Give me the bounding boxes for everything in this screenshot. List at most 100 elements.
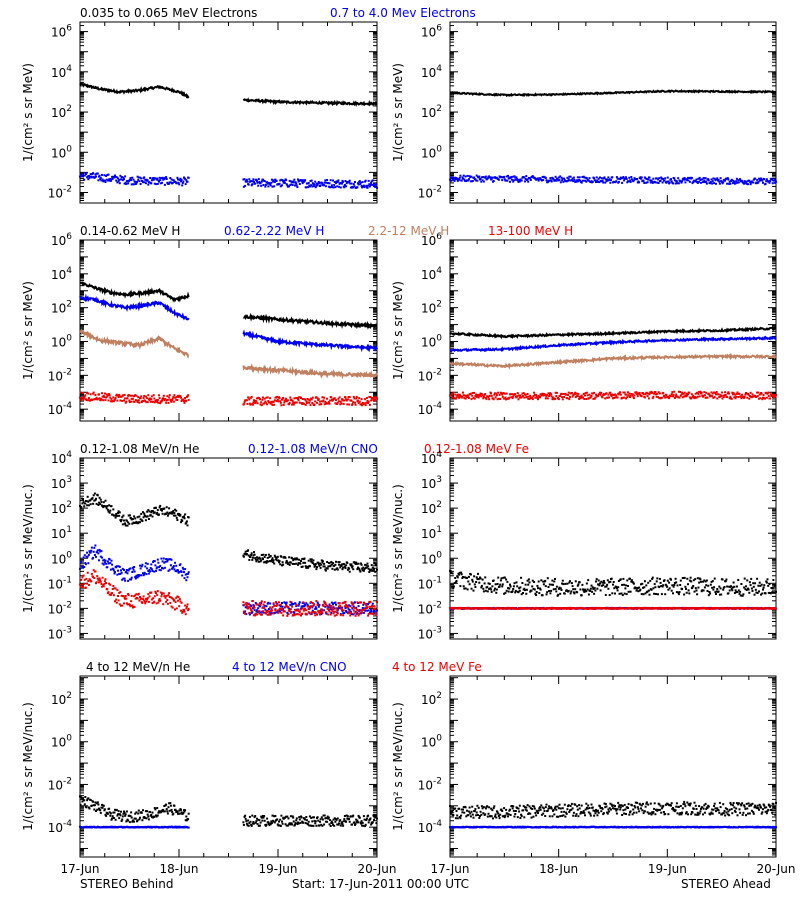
data-point [81,397,84,400]
data-point [127,593,130,595]
data-point [557,396,560,399]
data-point [326,604,329,607]
data-point [656,392,659,395]
data-point [694,395,697,398]
legend-label: 13-100 MeV H [488,224,573,238]
data-point [732,182,734,185]
data-point [615,176,618,179]
data-point [310,179,313,182]
data-point [610,577,613,580]
data-point [177,178,179,181]
data-point [125,400,128,403]
data-point [569,175,572,178]
data-point [500,392,503,395]
data-point [174,608,176,611]
legend-label: 0.62-2.22 MeV H [224,224,324,238]
data-point [101,505,104,507]
data-point [91,398,94,401]
data-point [278,560,281,563]
data-point [296,186,299,189]
data-point [595,176,598,179]
data-point [593,587,596,590]
data-point [119,591,122,594]
data-point [285,601,288,604]
data-point [519,394,522,397]
data-point [467,394,470,397]
data-point [503,392,506,395]
data-point [253,606,256,609]
data-point [361,607,364,609]
data-point [723,586,726,588]
data-point [593,177,596,180]
data-point [708,393,711,396]
data-point [95,502,98,505]
data-point [524,583,527,586]
data-point [137,396,140,399]
data-point [131,397,134,400]
data-point [313,603,315,606]
data-point [608,396,611,399]
data-point [727,178,730,181]
data-point [535,395,538,398]
data-point [585,582,588,585]
data-point [298,179,301,182]
data-point [252,554,255,557]
data-point [114,600,116,603]
data-point [567,391,570,394]
data-point [301,182,304,185]
data-point [773,591,775,594]
data-point [604,594,607,596]
data-point [563,177,566,180]
data-point [535,591,538,593]
data-point [663,579,666,582]
data-point [338,602,341,605]
data-point [658,392,661,395]
data-point [699,578,702,581]
data-point [583,398,586,400]
data-point [140,512,143,515]
data-point [565,393,568,396]
data-point [297,604,300,607]
data-point [501,393,504,396]
data-point [315,396,318,399]
data-point [546,397,549,400]
data-point [758,590,760,593]
data-point [482,587,485,590]
data-point [454,176,457,179]
data-point [115,176,118,179]
data-point [467,397,470,399]
data-point [582,392,585,395]
data-point [539,588,542,591]
data-point [550,395,553,398]
data-point [332,607,334,610]
data-point [266,613,269,616]
data-point [80,560,83,563]
data-point [325,612,328,615]
data-point [726,396,729,399]
data-point [105,562,108,565]
data-point [155,183,157,186]
data-point [187,176,190,179]
data-point [92,556,95,559]
data-point [317,611,320,614]
data-point [612,397,614,400]
data-point [759,397,762,400]
data-point [173,568,176,571]
data-point [108,504,111,507]
data-point [582,589,585,592]
data-point [527,395,530,398]
data-point [131,571,134,573]
data-point [158,513,160,516]
data-point [694,578,697,581]
y-axis-label: 1/(cm² s sr MeV/nuc.) [21,484,35,613]
data-point [139,567,142,570]
data-point [368,395,371,398]
data-point [281,561,284,564]
data-point [122,176,125,179]
data-point [172,509,175,512]
data-point [160,557,163,560]
data-point [557,176,560,179]
data-point [128,178,131,181]
data-point [336,608,339,611]
data-point [141,563,144,566]
